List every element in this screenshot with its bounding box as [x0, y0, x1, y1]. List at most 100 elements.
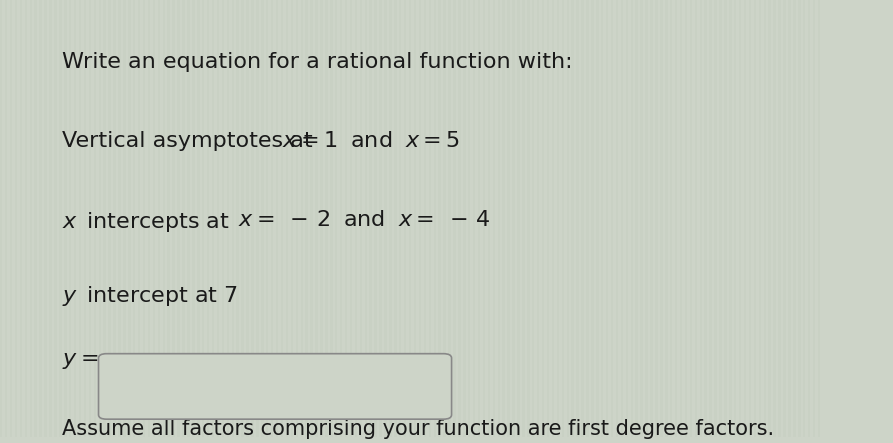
Bar [128, 0, 130, 437]
Bar [754, 0, 756, 437]
Bar [680, 0, 682, 437]
Bar [39, 0, 42, 437]
Bar [305, 0, 308, 437]
Bar [197, 0, 199, 437]
Bar [483, 0, 485, 437]
Bar [49, 0, 52, 437]
FancyBboxPatch shape [98, 354, 452, 419]
Bar [217, 0, 219, 437]
Bar [749, 0, 751, 437]
Bar [473, 0, 475, 437]
Bar [423, 0, 426, 437]
Text: $x =\; -\,2\;$ and $\;x =\; -\,4$: $x =\; -\,2\;$ and $\;x =\; -\,4$ [238, 210, 490, 229]
Bar [699, 0, 702, 437]
Bar [507, 0, 510, 437]
Bar [646, 0, 647, 437]
Bar [542, 0, 545, 437]
Bar [153, 0, 155, 437]
Bar [409, 0, 412, 437]
Bar [591, 0, 594, 437]
Bar [290, 0, 293, 437]
Bar [231, 0, 234, 437]
Bar [315, 0, 318, 437]
Bar [537, 0, 539, 437]
Bar [458, 0, 461, 437]
Bar [488, 0, 490, 437]
Bar [601, 0, 604, 437]
Bar [640, 0, 643, 437]
Bar [433, 0, 436, 437]
Bar [572, 0, 574, 437]
Bar [729, 0, 731, 437]
Bar [503, 0, 505, 437]
Bar [438, 0, 441, 437]
Bar [463, 0, 465, 437]
Bar [251, 0, 254, 437]
Bar [345, 0, 347, 437]
Bar [714, 0, 717, 437]
Bar [813, 0, 815, 437]
Bar [192, 0, 195, 437]
Bar [340, 0, 342, 437]
Bar [626, 0, 628, 437]
Bar [793, 0, 796, 437]
Bar [803, 0, 805, 437]
Bar [25, 0, 27, 437]
Bar [94, 0, 96, 437]
Bar [532, 0, 535, 437]
Bar [769, 0, 771, 437]
Bar [221, 0, 224, 437]
Bar [256, 0, 259, 437]
Bar [695, 0, 697, 437]
Bar [276, 0, 279, 437]
Bar [556, 0, 559, 437]
Bar [454, 0, 455, 437]
Bar [158, 0, 160, 437]
Bar [98, 0, 101, 437]
Bar [355, 0, 357, 437]
Bar [138, 0, 140, 437]
Bar [202, 0, 204, 437]
Bar [724, 0, 727, 437]
Bar [581, 0, 584, 437]
Bar [172, 0, 175, 437]
Bar [566, 0, 569, 437]
Bar [798, 0, 800, 437]
Bar [45, 0, 46, 437]
Bar [448, 0, 451, 437]
Bar [513, 0, 514, 437]
Bar [497, 0, 500, 437]
Bar [133, 0, 136, 437]
Bar [280, 0, 283, 437]
Bar [783, 0, 786, 437]
Bar [719, 0, 722, 437]
Bar [389, 0, 392, 437]
Bar [808, 0, 810, 437]
Bar [527, 0, 530, 437]
Bar [64, 0, 66, 437]
Bar [562, 0, 564, 437]
Bar [335, 0, 338, 437]
Bar [380, 0, 382, 437]
Bar [384, 0, 387, 437]
Bar [493, 0, 495, 437]
Bar [227, 0, 230, 437]
Bar [429, 0, 431, 437]
Bar [547, 0, 549, 437]
Bar [212, 0, 214, 437]
Bar [20, 0, 22, 437]
Bar [399, 0, 402, 437]
Bar [35, 0, 37, 437]
Bar [709, 0, 712, 437]
Text: $y =$: $y =$ [62, 351, 98, 372]
Bar [188, 0, 189, 437]
Bar [522, 0, 525, 437]
Bar [655, 0, 657, 437]
Bar [69, 0, 71, 437]
Bar [705, 0, 707, 437]
Bar [630, 0, 633, 437]
Bar [739, 0, 741, 437]
Bar [108, 0, 111, 437]
Bar [321, 0, 322, 437]
Bar [636, 0, 638, 437]
